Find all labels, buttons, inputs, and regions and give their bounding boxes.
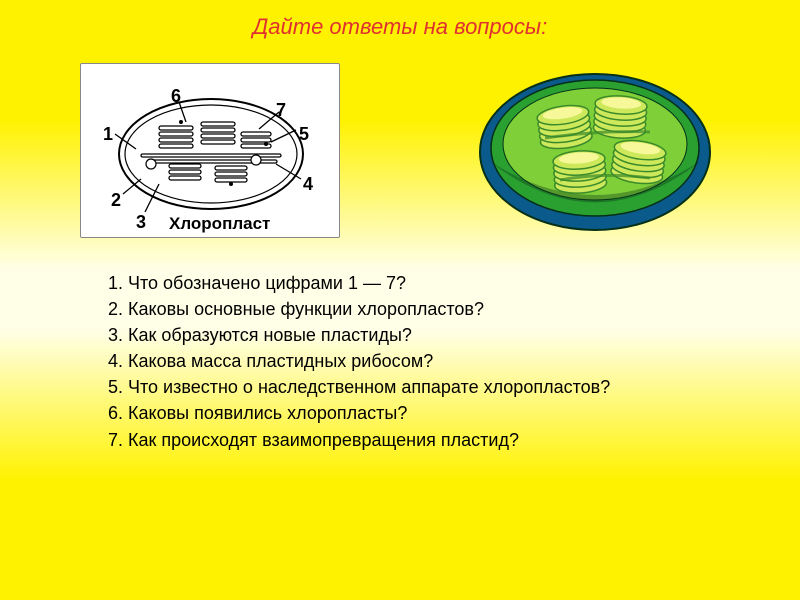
question-2: Каковы основные функции хлоропластов? xyxy=(128,296,720,322)
question-4: Какова масса пластидных рибосом? xyxy=(128,348,720,374)
schematic-caption: Хлоропласт xyxy=(169,214,270,234)
schematic-label-3: 3 xyxy=(136,212,146,233)
cutaway-svg xyxy=(470,60,720,240)
question-1: Что обозначено цифрами 1 — 7? xyxy=(128,270,720,296)
page-title: Дайте ответы на вопросы: xyxy=(0,0,800,40)
schematic-label-5: 5 xyxy=(299,124,309,145)
schematic-label-7: 7 xyxy=(276,100,286,121)
diagram-row: 1234567 Хлоропласт xyxy=(0,40,800,250)
schematic-label-1: 1 xyxy=(103,124,113,145)
question-7: Как происходят взаимопревращения пластид… xyxy=(128,427,720,453)
question-list: Что обозначено цифрами 1 — 7?Каковы осно… xyxy=(0,250,800,453)
schematic-label-4: 4 xyxy=(303,174,313,195)
title-text: Дайте ответы на вопросы: xyxy=(253,14,547,39)
schematic-label-6: 6 xyxy=(171,86,181,107)
question-6: Каковы появились хлоропласты? xyxy=(128,400,720,426)
schematic-svg xyxy=(81,64,341,239)
chloroplast-cutaway xyxy=(470,60,720,240)
question-3: Как образуются новые пластиды? xyxy=(128,322,720,348)
chloroplast-schematic: 1234567 Хлоропласт xyxy=(80,63,340,238)
question-5: Что известно о наследственном аппарате х… xyxy=(128,374,720,400)
schematic-label-2: 2 xyxy=(111,190,121,211)
